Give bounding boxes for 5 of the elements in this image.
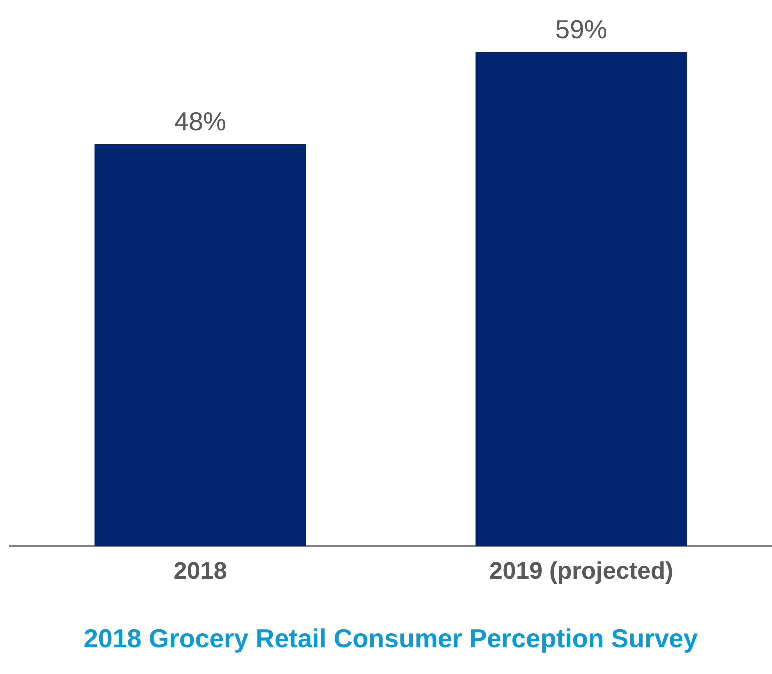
- x-tick-label: 2019 (projected): [489, 558, 674, 586]
- data-label: 59%: [555, 14, 608, 45]
- data-label: 48%: [174, 106, 227, 137]
- x-tick-label: 2018: [174, 558, 228, 586]
- x-axis-title: 2018 Grocery Retail Consumer Perception Survey: [84, 624, 699, 654]
